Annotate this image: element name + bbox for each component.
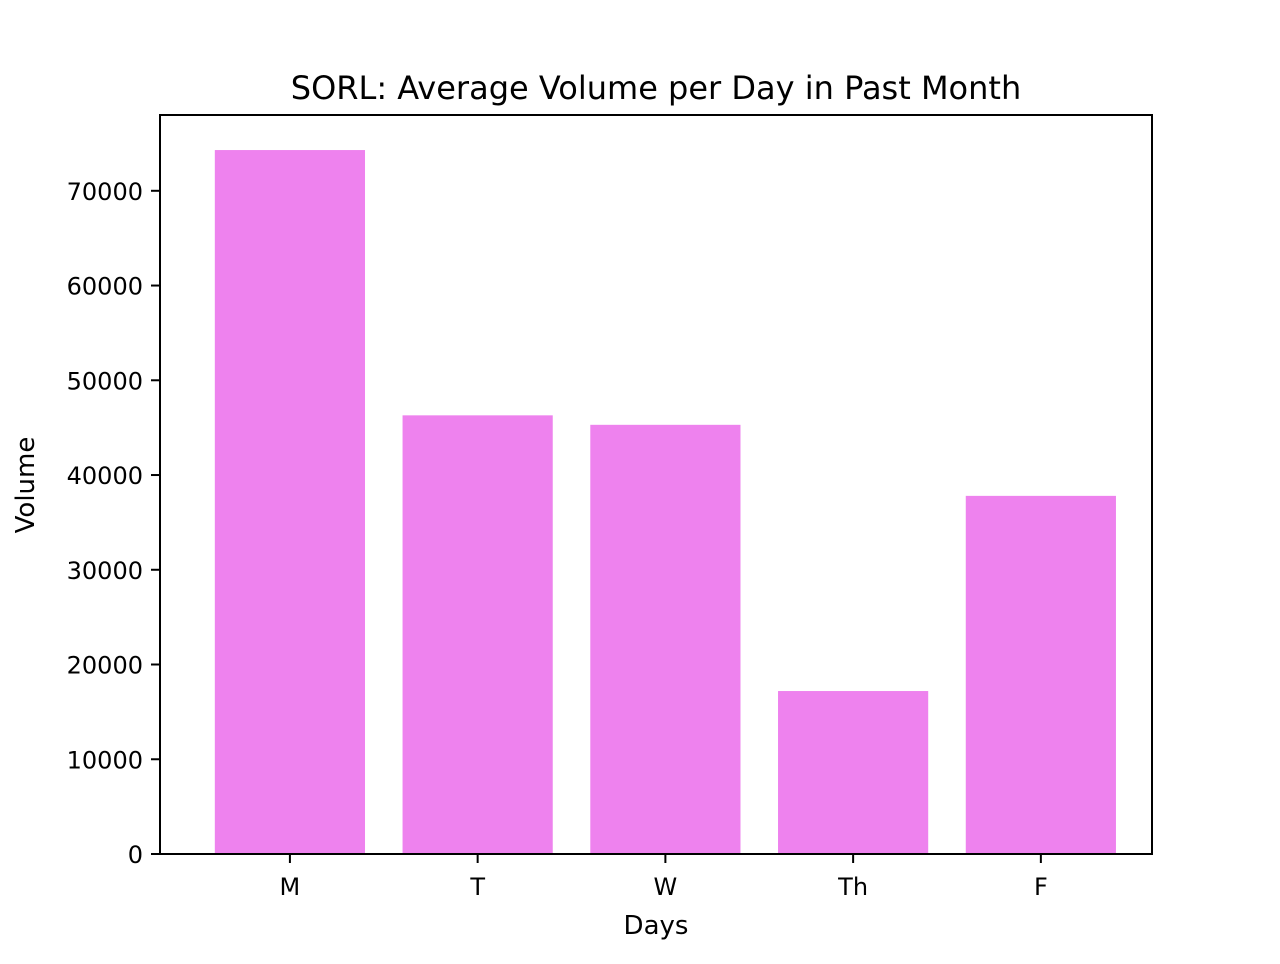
plot-frame xyxy=(159,114,1153,855)
y-axis-ticks: 0 10000 20000 30000 40000 50000 60000 70000 xyxy=(67,178,160,869)
x-axis-ticks: M T W Th F xyxy=(280,854,1048,901)
chart-title: SORL: Average Volume per Day in Past Mon… xyxy=(291,69,1021,107)
y-tick-label: 70000 xyxy=(67,178,143,206)
bar-w xyxy=(590,424,741,854)
y-tick-label: 30000 xyxy=(67,557,143,585)
y-tick-label: 40000 xyxy=(67,462,143,490)
x-tick-label: W xyxy=(654,873,678,901)
y-axis-label: Volume xyxy=(11,437,41,534)
bars-layer xyxy=(214,150,1116,855)
x-axis-label: Days xyxy=(624,911,689,941)
y-tick-label: 0 xyxy=(128,841,143,869)
x-tick-label: M xyxy=(280,873,301,901)
y-tick-label: 20000 xyxy=(67,652,143,680)
x-tick-label: F xyxy=(1034,873,1048,901)
bar-m xyxy=(214,150,366,855)
x-tick-label: T xyxy=(469,873,485,901)
bar-th xyxy=(778,691,929,854)
y-tick-label: 50000 xyxy=(67,367,143,395)
y-tick-label: 10000 xyxy=(67,746,143,774)
bar-t xyxy=(402,415,553,854)
x-tick-label: Th xyxy=(837,873,868,901)
bar-f xyxy=(965,495,1116,854)
y-tick-label: 60000 xyxy=(67,273,143,301)
